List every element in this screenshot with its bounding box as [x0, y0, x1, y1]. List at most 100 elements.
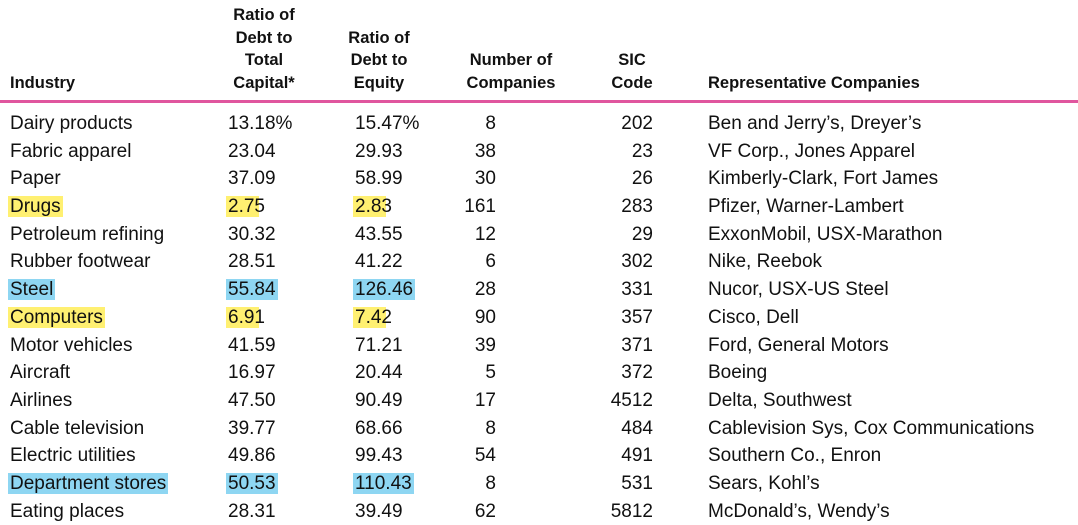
industry-cell: Motor vehicles — [10, 332, 133, 360]
debt-equity-cell: 2.83 — [353, 193, 394, 221]
number-of-companies-cell: 8 — [485, 110, 496, 138]
debt-equity-cell-text: 126.46 — [353, 279, 416, 301]
industry-cell: Cable television — [10, 415, 144, 443]
number-of-companies-cell: 161 — [464, 193, 496, 221]
representative-companies-cell-text: Cablevision Sys, Cox Communications — [708, 417, 1035, 439]
debt-equity-cell: 15.47% — [355, 110, 419, 138]
table-header: Industry Ratio of Debt to Total Capital*… — [0, 0, 1078, 100]
number-of-companies-cell: 8 — [485, 470, 496, 498]
debt-total-capital-cell-text: 13.18% — [228, 113, 293, 134]
representative-companies-cell-text: Sears, Kohl’s — [708, 472, 820, 494]
number-of-companies-cell-text: 28 — [474, 279, 496, 301]
representative-companies-cell: ExxonMobil, USX-Marathon — [708, 221, 942, 249]
sic-code-cell-text: 4512 — [610, 389, 653, 411]
table-row: Motor vehicles 41.59 71.21 39 371 Ford, Gener… — [0, 332, 1078, 360]
sic-code-cell: 371 — [621, 332, 653, 360]
header-number-of-companies: Number of Companies — [466, 51, 556, 92]
sic-code-cell: 357 — [621, 304, 653, 332]
representative-companies-cell: Nike, Reebok — [708, 248, 822, 276]
sic-code-cell-text: 5812 — [610, 500, 653, 522]
representative-companies-cell-text: Nucor, USX-US Steel — [708, 279, 889, 301]
debt-total-capital-cell: 30.32 — [228, 221, 276, 249]
representative-companies-cell: Ben and Jerry’s, Dreyer’s — [708, 110, 921, 138]
number-of-companies-cell-text: 161 — [464, 196, 496, 218]
industry-cell-text: Drugs — [8, 196, 63, 218]
industry-cell: Eating places — [10, 498, 124, 525]
sic-code-cell: 283 — [621, 193, 653, 221]
table-row: Petroleum refining 30.32 43.55 12 29 ExxonMob… — [0, 221, 1078, 249]
number-of-companies-cell-text: 6 — [485, 251, 496, 273]
debt-equity-cell: 126.46 — [353, 276, 416, 304]
industry-cell-text: Rubber footwear — [10, 251, 151, 273]
number-of-companies-cell: 6 — [485, 248, 496, 276]
debt-equity-cell-text: 7.42 — [353, 306, 394, 328]
representative-companies-cell-text: Cisco, Dell — [708, 306, 799, 328]
industry-cell-text: Computers — [8, 306, 105, 328]
industry-cell-text: Airlines — [10, 389, 73, 411]
table-row: Computers 6.91 7.42 90 357 Cisco, Dell — [0, 304, 1078, 332]
table-row: Paper 37.09 58.99 30 26 Kimberly-Clark, Fort … — [0, 165, 1078, 193]
debt-equity-cell: 68.66 — [355, 415, 403, 443]
industry-cell-text: Cable television — [10, 417, 145, 439]
number-of-companies-cell: 17 — [475, 387, 496, 415]
debt-equity-cell-text: 20.44 — [355, 362, 403, 384]
representative-companies-cell: Southern Co., Enron — [708, 442, 881, 470]
table-row: Electric utilities 49.86 99.43 54 491 Souther… — [0, 442, 1078, 470]
representative-companies-cell: Boeing — [708, 359, 767, 387]
debt-equity-cell: 43.55 — [355, 221, 403, 249]
sic-code-cell-text: 531 — [621, 472, 653, 494]
sic-code-cell: 331 — [621, 276, 653, 304]
representative-companies-cell: Sears, Kohl’s — [708, 470, 820, 498]
representative-companies-cell-text: McDonald’s, Wendy’s — [708, 500, 890, 522]
debt-equity-cell-text: 90.49 — [355, 389, 403, 411]
representative-companies-cell-text: ExxonMobil, USX-Marathon — [708, 223, 943, 245]
debt-equity-cell: 99.43 — [355, 442, 403, 470]
representative-companies-cell-text: Ford, General Motors — [708, 334, 889, 356]
table-row: Aircraft 16.97 20.44 5 372 Boeing — [0, 359, 1078, 387]
sic-code-cell-text: 29 — [631, 223, 653, 245]
debt-equity-cell-text: 15.47% — [355, 113, 420, 134]
industry-cell: Aircraft — [10, 359, 70, 387]
sic-code-cell-text: 26 — [631, 168, 653, 190]
debt-total-capital-cell-text: 6.91 — [226, 306, 267, 328]
sic-code-cell-text: 484 — [621, 417, 653, 439]
debt-total-capital-cell-text: 2.75 — [226, 196, 267, 218]
debt-total-capital-cell-text: 23.04 — [228, 140, 276, 162]
sic-code-cell-text: 357 — [621, 306, 653, 328]
debt-equity-cell-text: 99.43 — [355, 445, 403, 467]
industry-cell: Fabric apparel — [10, 138, 131, 166]
representative-companies-cell: McDonald’s, Wendy’s — [708, 498, 890, 525]
table-row: Airlines 47.50 90.49 17 4512 Delta, Southwest — [0, 387, 1078, 415]
table-row: Rubber footwear 28.51 41.22 6 302 Nike, Reebo… — [0, 248, 1078, 276]
debt-total-capital-cell-text: 28.51 — [228, 251, 276, 273]
industry-cell: Airlines — [10, 387, 72, 415]
debt-equity-cell: 29.93 — [355, 138, 403, 166]
debt-total-capital-cell-text: 49.86 — [228, 445, 276, 467]
number-of-companies-cell: 62 — [475, 498, 496, 525]
debt-total-capital-cell: 55.84 — [226, 276, 278, 304]
sic-code-cell: 29 — [632, 221, 653, 249]
number-of-companies-cell: 12 — [475, 221, 496, 249]
industry-cell: Paper — [10, 165, 61, 193]
debt-equity-cell-text: 41.22 — [355, 251, 403, 273]
debt-equity-cell-text: 68.66 — [355, 417, 403, 439]
industry-cell: Dairy products — [10, 110, 133, 138]
debt-total-capital-cell: 16.97 — [228, 359, 276, 387]
debt-equity-cell-text: 2.83 — [353, 196, 394, 218]
number-of-companies-cell-text: 12 — [474, 223, 496, 245]
debt-equity-cell: 20.44 — [355, 359, 403, 387]
industry-cell: Drugs — [8, 193, 63, 221]
debt-total-capital-cell: 13.18% — [228, 110, 292, 138]
debt-equity-cell: 39.49 — [355, 498, 403, 525]
industry-cell-text: Aircraft — [10, 362, 71, 384]
industry-cell: Electric utilities — [10, 442, 136, 470]
debt-equity-cell-text: 58.99 — [355, 168, 403, 190]
number-of-companies-cell: 5 — [485, 359, 496, 387]
table-row: Department stores 50.53 110.43 8 531 Sears, K… — [0, 470, 1078, 498]
sic-code-cell-text: 372 — [621, 362, 653, 384]
debt-total-capital-cell: 39.77 — [228, 415, 276, 443]
number-of-companies-cell-text: 8 — [485, 417, 496, 439]
industry-cell: Computers — [8, 304, 105, 332]
representative-companies-cell-text: Kimberly-Clark, Fort James — [708, 168, 939, 190]
debt-total-capital-cell: 23.04 — [228, 138, 276, 166]
